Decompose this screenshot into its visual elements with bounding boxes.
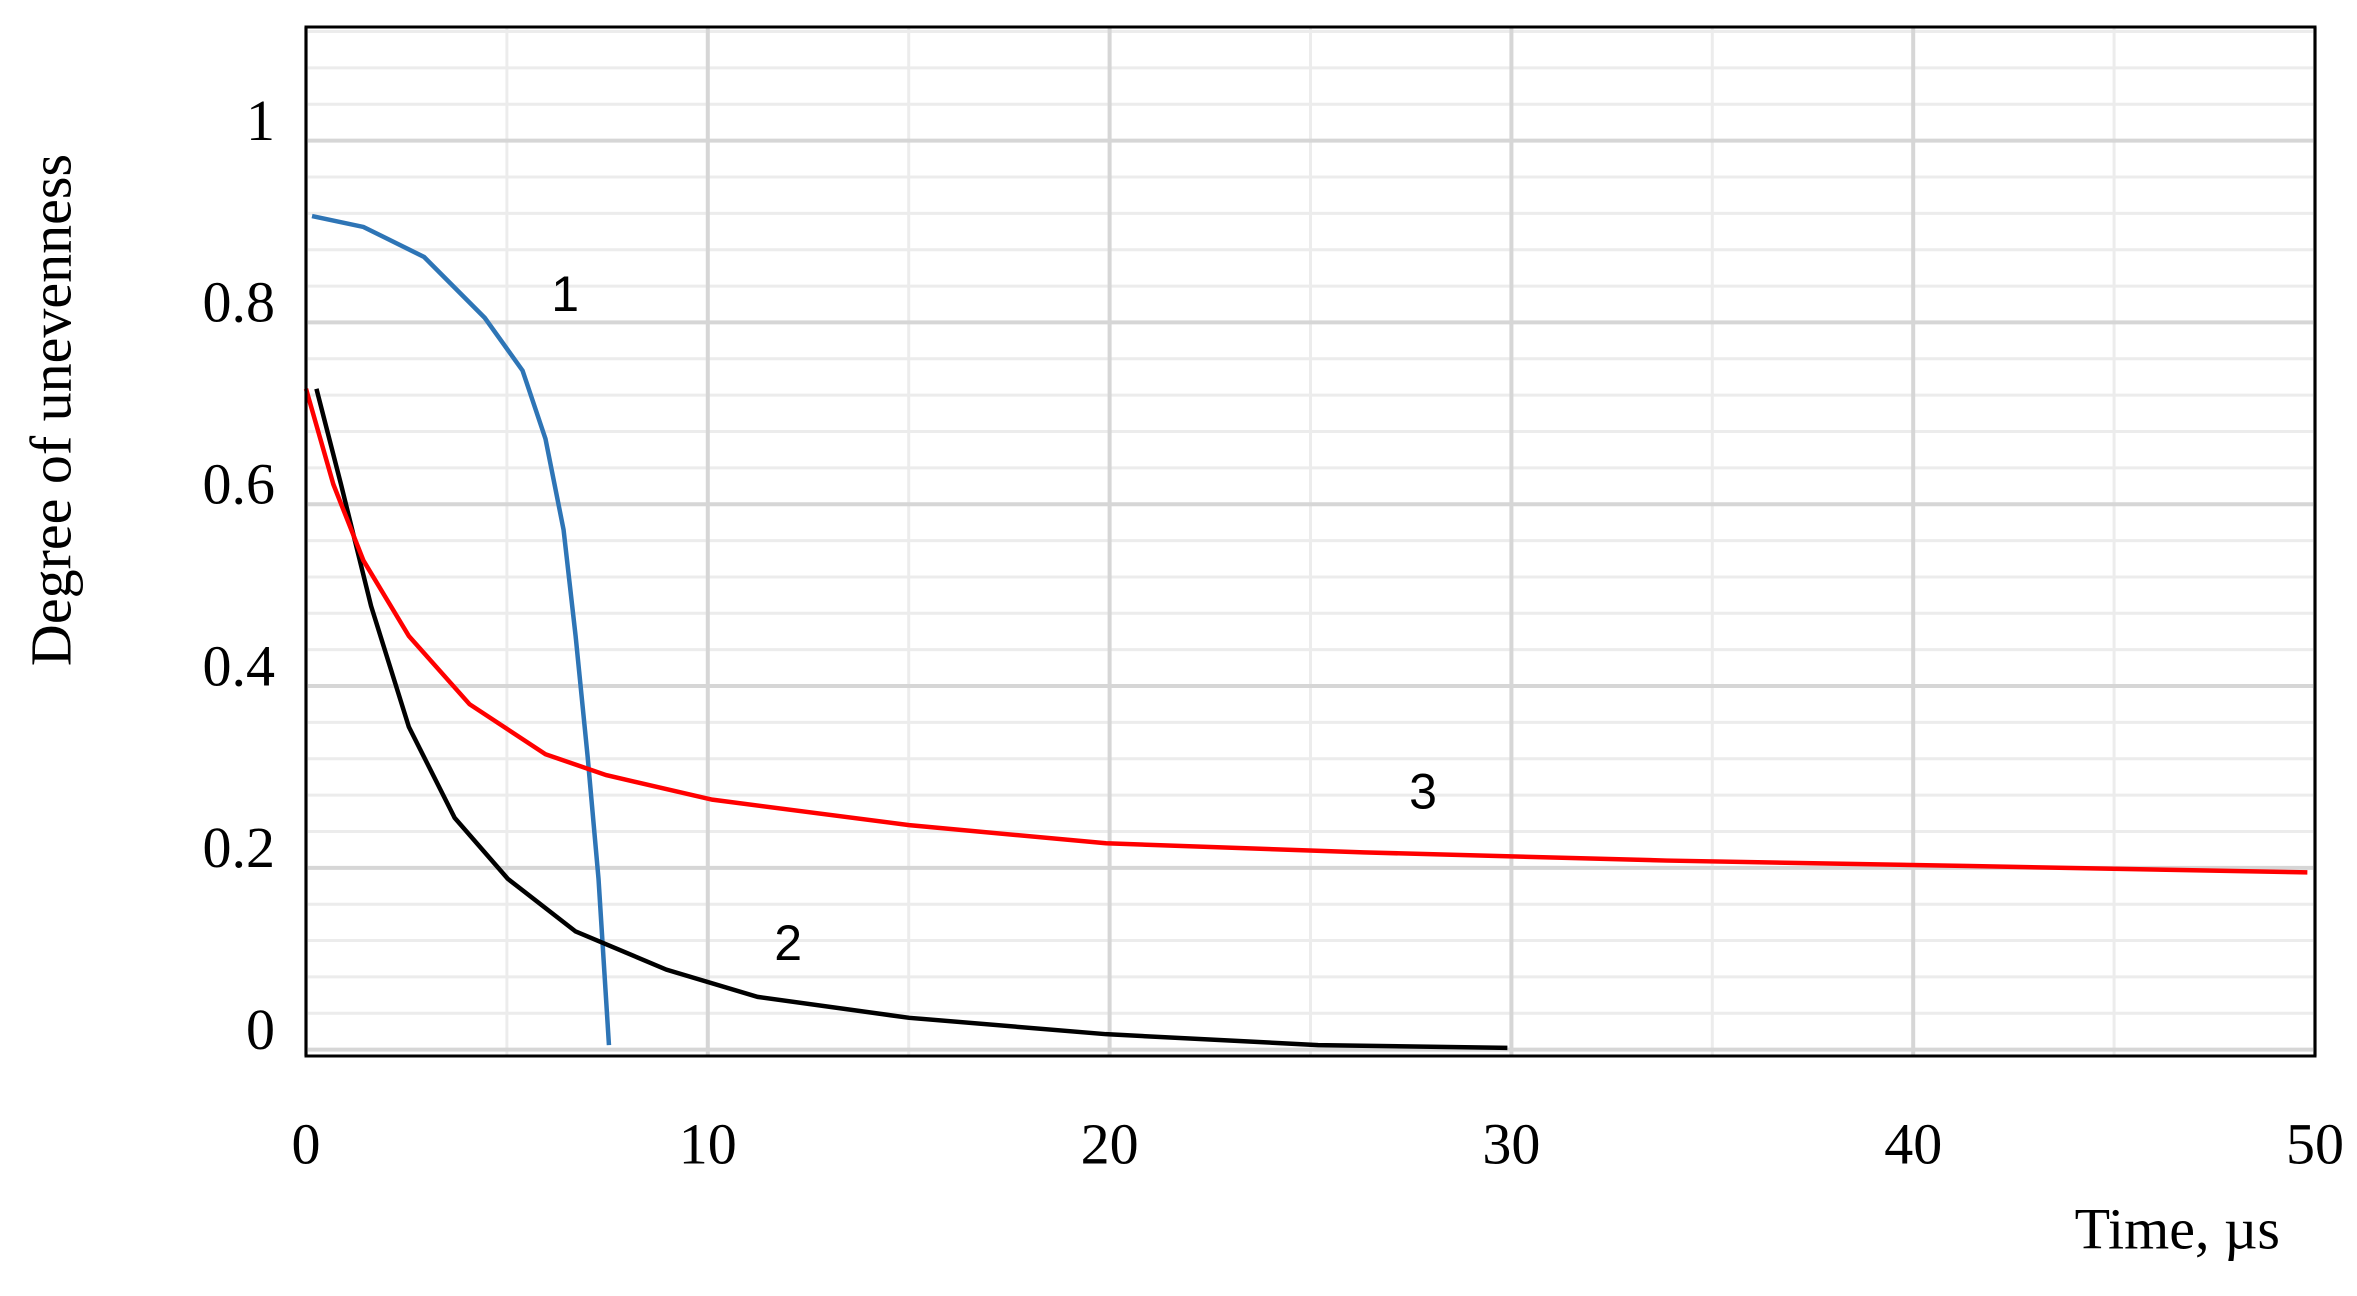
y-tick-label: 0.4 xyxy=(203,633,276,698)
grid xyxy=(304,27,2317,1056)
x-tick-label: 50 xyxy=(2286,1111,2344,1176)
series-line xyxy=(311,213,612,1046)
annotation: 1 xyxy=(551,266,579,322)
series-line xyxy=(314,388,1508,1051)
x-tick-label: 40 xyxy=(1884,1111,1942,1176)
annotation: 2 xyxy=(774,915,802,971)
x-tick-label: 30 xyxy=(1482,1111,1540,1176)
y-tick-label: 0.8 xyxy=(203,270,276,335)
x-tick-label: 20 xyxy=(1081,1111,1139,1176)
annotation: 3 xyxy=(1409,763,1437,819)
y-tick-label: 0.2 xyxy=(203,815,276,880)
x-axis-title: Time, µs xyxy=(2075,1196,2280,1261)
x-tick-label: 0 xyxy=(292,1111,321,1176)
y-tick-label: 1 xyxy=(246,88,275,153)
y-tick-label: 0 xyxy=(246,997,275,1062)
plot-frame xyxy=(304,25,2317,1058)
series-line xyxy=(303,388,2308,875)
y-axis-title: Degree of unevenness xyxy=(18,154,83,666)
y-tick-label: 0.6 xyxy=(203,452,276,517)
plot-lines xyxy=(303,213,2308,1051)
x-tick-label: 10 xyxy=(679,1111,737,1176)
